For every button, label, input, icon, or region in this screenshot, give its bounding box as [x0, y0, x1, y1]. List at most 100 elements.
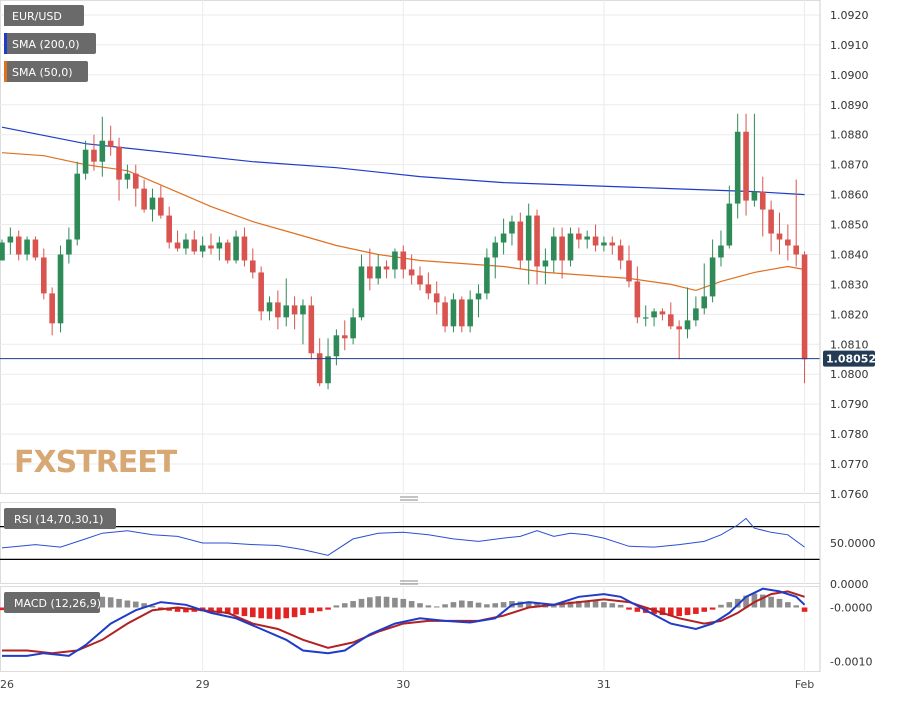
candle-body: [726, 203, 733, 246]
candle-body: [400, 251, 407, 270]
candle-body: [759, 191, 766, 210]
macd-panel: [0, 586, 821, 672]
macd-histogram-bar: [751, 593, 758, 608]
macd-histogram-bar: [392, 597, 398, 608]
macd-histogram-bar: [350, 601, 356, 608]
candle-body: [308, 305, 315, 354]
macd-histogram-bar: [668, 607, 674, 617]
candle-body: [333, 335, 340, 357]
macd-histogram-bar: [450, 602, 457, 608]
candle-body: [116, 146, 122, 180]
macd-histogram-bar: [525, 602, 532, 608]
candle-body: [743, 131, 749, 201]
candle-body: [601, 242, 607, 246]
macd-histogram-bar: [584, 600, 590, 608]
price-tick-label: 1.0830: [830, 278, 869, 291]
candle-body: [57, 254, 64, 324]
macd-histogram-bar: [0, 607, 5, 611]
macd-histogram-bar: [500, 602, 507, 608]
candle-body: [592, 236, 599, 246]
legend-swatch: [4, 33, 7, 54]
candle-body: [82, 149, 89, 174]
macd-histogram-bar: [433, 606, 440, 608]
macd-histogram-bar: [617, 604, 624, 608]
candle-body: [676, 326, 682, 330]
macd-histogram-bar: [534, 603, 540, 608]
macd-histogram-bar: [609, 603, 616, 608]
candle-body: [408, 269, 415, 276]
macd-histogram-bar: [400, 598, 407, 608]
candle-body: [275, 302, 281, 318]
macd-histogram-bar: [275, 607, 281, 620]
macd-histogram-bar: [358, 598, 365, 608]
candle-body: [199, 245, 206, 252]
candle-body: [684, 320, 691, 330]
candle-body: [99, 140, 106, 162]
macd-histogram-bar: [141, 603, 147, 608]
candle-body: [734, 131, 741, 204]
price-tick-label: 1.0860: [830, 189, 869, 202]
candle-body: [0, 242, 5, 261]
macd-histogram-bar: [258, 607, 264, 619]
macd-label: MACD (12,26,9): [14, 597, 101, 610]
candle-body: [383, 266, 390, 270]
price-tick-label: 1.0760: [830, 488, 869, 501]
macd-histogram-bar: [785, 602, 791, 608]
candle-body: [484, 257, 490, 294]
candle-body: [751, 191, 758, 201]
macd-histogram-bar: [132, 601, 139, 608]
macd-histogram-bar: [467, 601, 473, 608]
macd-histogram-bar: [124, 600, 131, 608]
candle-body: [659, 311, 666, 315]
price-tick-label: 1.0910: [830, 39, 869, 52]
candle-body: [15, 236, 22, 255]
x-tick-label: 30: [396, 678, 410, 691]
candle-body: [24, 239, 30, 255]
candle-body: [718, 245, 724, 258]
candle-body: [642, 317, 649, 319]
rsi-panel: [0, 502, 821, 584]
candle-body: [567, 233, 574, 261]
panel-resize-handle[interactable]: [400, 496, 418, 501]
macd-histogram-bar: [149, 605, 156, 608]
candle-body: [467, 299, 473, 327]
macd-histogram-bar: [341, 603, 348, 608]
panel-resize-handle[interactable]: [400, 580, 418, 585]
candle-body: [768, 209, 774, 234]
candle-body: [107, 140, 114, 147]
rsi-label-box: [4, 508, 116, 529]
macd-histogram-bar: [718, 604, 724, 608]
candle-body: [141, 188, 147, 210]
macd-histogram-bar: [241, 607, 248, 617]
price-tick-label: 1.0820: [830, 308, 869, 321]
legend-box: [4, 5, 84, 26]
macd-line: [2, 587, 806, 657]
price-tick-label: 1.0770: [830, 458, 869, 471]
macd-histogram-bar: [208, 607, 214, 613]
macd-histogram-bar: [459, 600, 465, 608]
candle-body: [509, 221, 515, 234]
price-tick-label: 1.0780: [830, 428, 869, 441]
watermark-part1: FX: [14, 445, 56, 480]
candle-body: [266, 302, 273, 312]
candle-body: [316, 353, 323, 384]
candle-body: [149, 197, 156, 210]
candle-body: [300, 305, 306, 315]
price-tick-label: 1.0840: [830, 248, 869, 261]
macd-tick-label: -0.0000: [830, 602, 872, 615]
candle-body: [191, 239, 198, 252]
macd-histogram-bar: [250, 607, 256, 618]
candle-body: [634, 281, 641, 318]
macd-signal-line: [2, 590, 805, 655]
macd-histogram-bar: [776, 598, 783, 608]
macd-histogram-bar: [308, 607, 315, 613]
rsi-tick-label: 50.0000: [830, 537, 876, 550]
legend-label: SMA (50,0): [12, 66, 73, 79]
candle-body: [433, 293, 440, 303]
macd-histogram-bar: [300, 607, 306, 616]
candle-body: [668, 314, 674, 327]
legend-swatch: [4, 61, 7, 82]
macd-histogram-bar: [266, 607, 273, 619]
